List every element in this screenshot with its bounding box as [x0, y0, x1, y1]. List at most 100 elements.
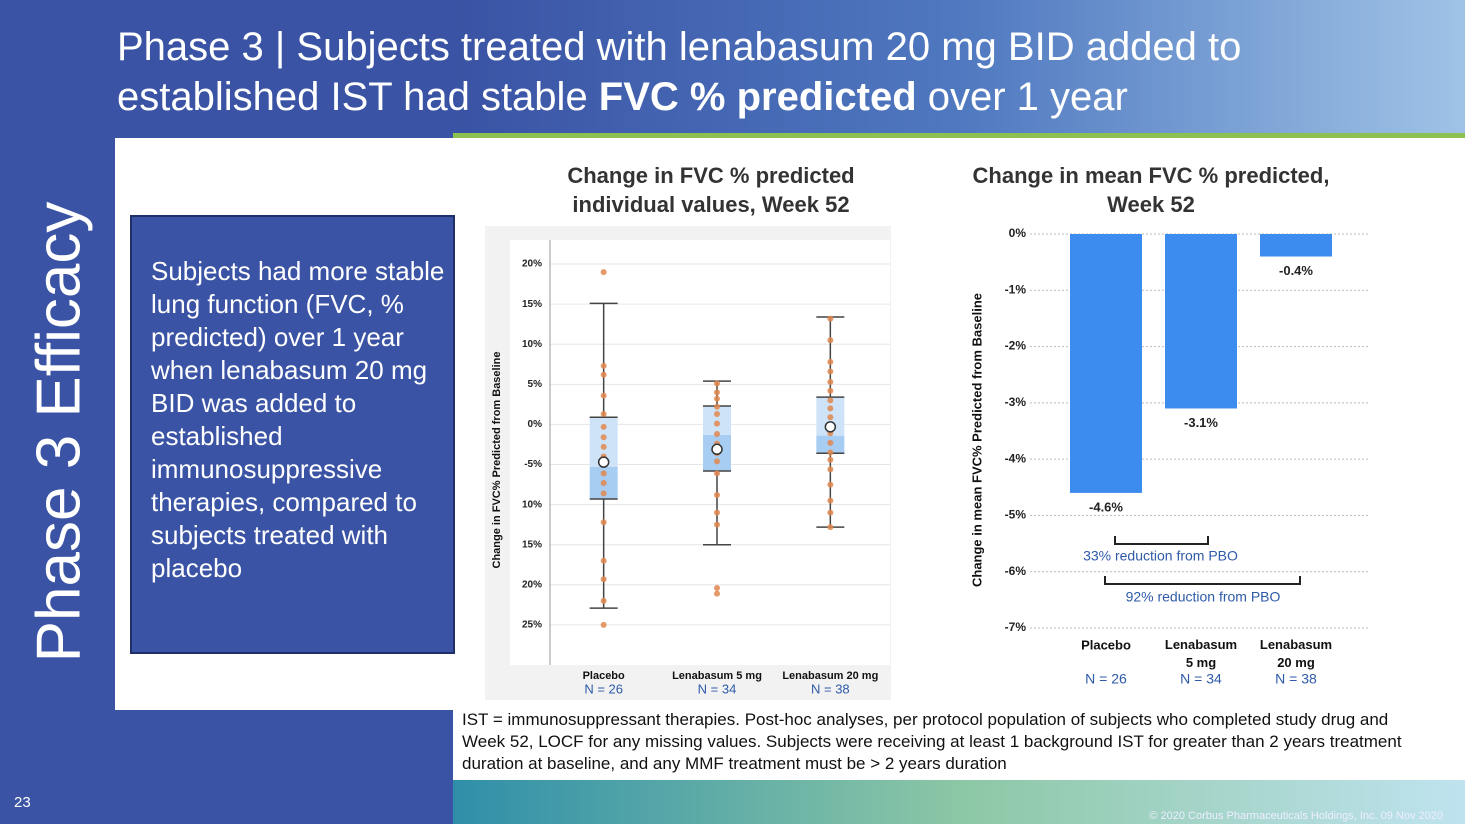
title-text: Phase 3 | Subjects treated with lenabasu…	[117, 25, 1242, 119]
data-point	[714, 403, 720, 410]
data-point	[600, 443, 607, 450]
data-point	[714, 458, 720, 465]
data-point	[600, 423, 607, 430]
data-point	[827, 368, 834, 375]
annotation: 92% reduction from PBO	[1126, 589, 1281, 605]
y-tick-label: 0%	[1009, 226, 1027, 240]
data-point	[600, 434, 607, 441]
y-axis-label: Change in mean FVC% Predicted from Basel…	[969, 293, 984, 587]
y-tick-label: 10%	[522, 499, 542, 510]
data-point	[714, 509, 720, 516]
x-tick-label: Placebo	[583, 670, 625, 682]
y-tick-label: -2%	[1005, 339, 1027, 353]
side-title: Phase 3 Efficacy	[24, 202, 93, 663]
n-label: N = 26	[584, 681, 623, 696]
chart-title: Change in FVC % predicted	[567, 163, 854, 188]
y-tick-label: -7%	[1005, 620, 1027, 634]
chart-title: individual values, Week 52	[572, 192, 849, 217]
y-tick-label: 0%	[528, 419, 543, 430]
callout-text: Subjects had more stable lung function (…	[151, 256, 445, 583]
data-point	[600, 557, 607, 564]
data-point	[827, 387, 834, 394]
data-point	[600, 621, 607, 628]
y-tick-label: -6%	[1005, 564, 1027, 578]
data-point	[827, 456, 834, 463]
data-point	[600, 411, 607, 418]
accent-line	[453, 133, 1465, 138]
y-tick-label: -4%	[1005, 451, 1027, 465]
footer-band	[453, 780, 1465, 824]
chart-title: Week 52	[1107, 192, 1195, 217]
y-tick-label: 20%	[522, 579, 542, 590]
slide-title: Phase 3 | Subjects treated with lenabasu…	[117, 22, 1417, 122]
x-tick-label: Lenabasum 20 mg	[1260, 637, 1332, 670]
data-point	[827, 509, 834, 516]
y-axis-label: Change in FVC% Predicted from Baseline	[491, 352, 503, 569]
mean-marker	[824, 421, 837, 433]
x-tick-label: Lenabasum 5 mg	[672, 670, 762, 682]
data-point	[600, 371, 607, 378]
box-upper	[703, 405, 731, 435]
data-point	[714, 590, 720, 597]
footnote: IST = immunosuppressant therapies. Post-…	[462, 710, 1402, 773]
data-point	[827, 337, 834, 344]
data-point	[827, 497, 834, 504]
data-point	[714, 411, 720, 418]
chart-title: Change in mean FVC % predicted,	[973, 163, 1330, 188]
data-point	[827, 481, 834, 488]
data-point	[827, 524, 834, 531]
data-point	[714, 420, 720, 427]
title-text: over 1 year	[916, 75, 1128, 119]
y-tick-label: -1%	[1005, 282, 1027, 296]
n-label: N = 26	[1085, 671, 1127, 687]
data-point	[827, 449, 834, 456]
callout-box	[130, 215, 455, 654]
data-point	[600, 597, 607, 604]
page-number: 23	[14, 794, 31, 811]
bar	[1070, 234, 1142, 493]
charts: Change in FVC % predicted individual valu…	[491, 163, 1370, 696]
bar	[1260, 234, 1332, 257]
x-tick-label: Placebo	[1081, 637, 1131, 652]
y-tick-label: -5%	[524, 459, 542, 470]
data-point	[714, 389, 720, 396]
x-tick-label: Lenabasum 5 mg	[1165, 637, 1237, 670]
bracket	[1114, 536, 1209, 545]
header-band	[453, 0, 1465, 138]
value-label: -0.4%	[1279, 263, 1313, 278]
data-point	[827, 439, 834, 446]
data-point	[714, 492, 720, 498]
data-point	[600, 576, 607, 583]
value-label: -3.1%	[1184, 415, 1218, 430]
data-point	[827, 315, 834, 322]
n-label: N = 38	[1275, 671, 1317, 687]
y-tick-label: -3%	[1005, 395, 1027, 409]
data-point	[600, 479, 607, 486]
x-tick-label: Lenabasum 20 mg	[782, 670, 878, 682]
data-point	[827, 414, 834, 421]
data-point	[600, 269, 607, 276]
y-tick-label: 5%	[528, 379, 543, 390]
data-point	[827, 466, 834, 473]
n-label: N = 38	[811, 681, 850, 696]
data-point	[600, 362, 607, 369]
y-tick-label: 15%	[522, 539, 542, 550]
bar	[1165, 234, 1237, 409]
y-tick-label: 20%	[522, 259, 542, 270]
data-point	[714, 585, 720, 592]
copyright: © 2020 Corbus Pharmaceuticals Holdings, …	[1149, 810, 1443, 822]
title-bold: FVC % predicted	[598, 75, 917, 119]
data-point	[827, 358, 834, 365]
annotation: 33% reduction from PBO	[1083, 548, 1238, 564]
mean-marker	[597, 456, 610, 468]
data-point	[600, 519, 607, 526]
data-point	[714, 395, 720, 402]
y-tick-label: -5%	[1005, 508, 1027, 522]
data-point	[714, 380, 720, 387]
data-point	[600, 392, 607, 399]
bracket	[1104, 576, 1301, 585]
data-point	[714, 431, 720, 438]
data-point	[600, 470, 607, 477]
mean-marker	[711, 443, 723, 456]
data-point	[827, 378, 834, 385]
